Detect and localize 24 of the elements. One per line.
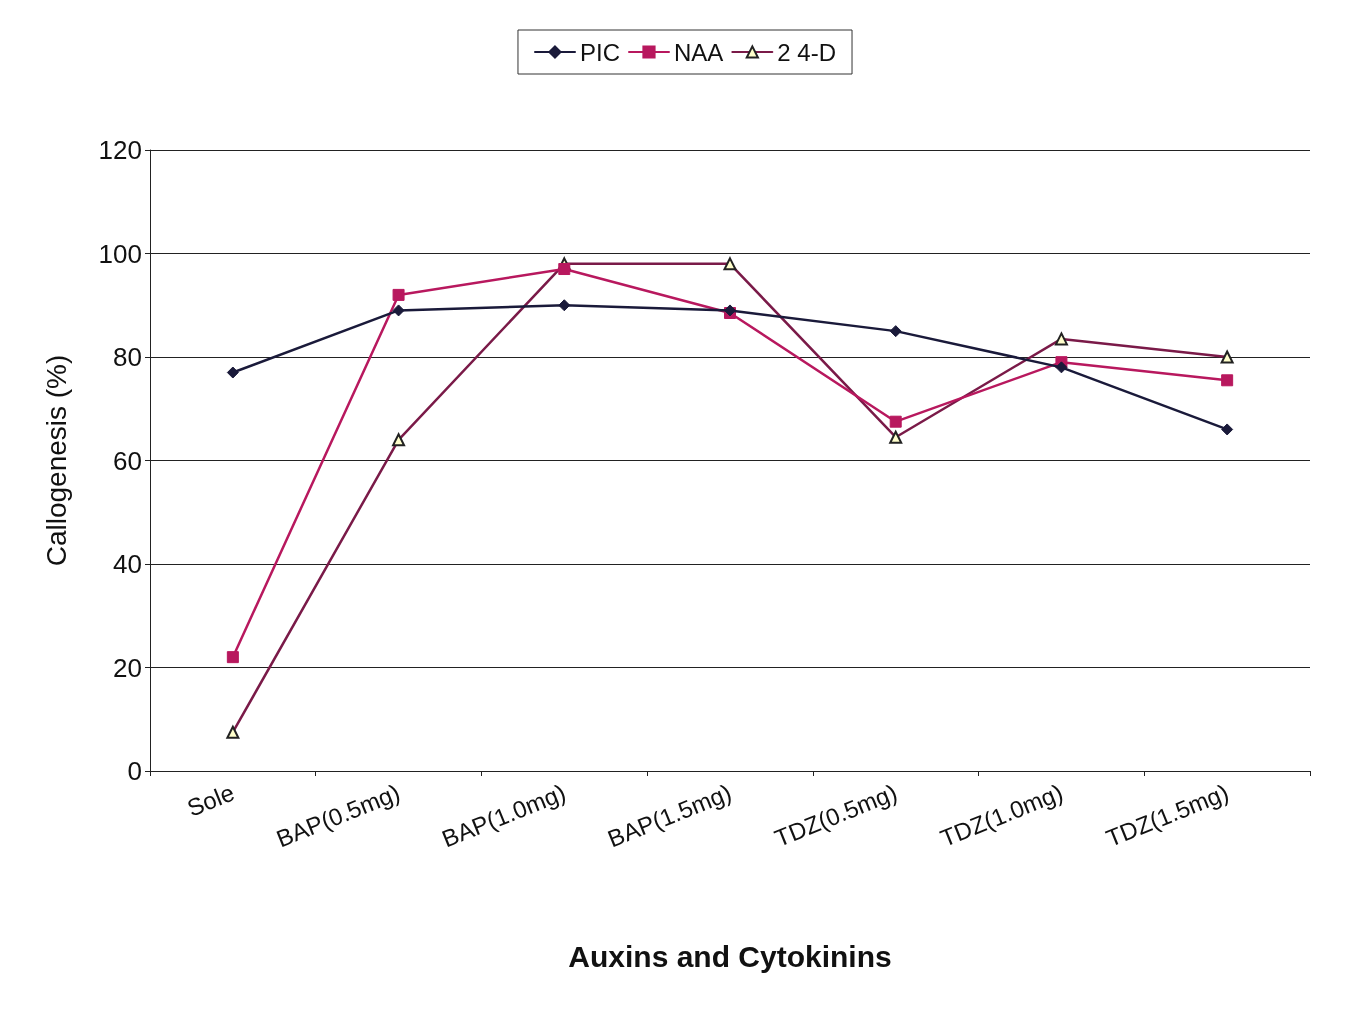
point [558, 299, 571, 312]
point [226, 366, 239, 379]
legend-label: PIC [579, 38, 620, 66]
y-tick-label: 120 [98, 135, 142, 165]
point [558, 263, 571, 276]
point [1221, 423, 1234, 436]
y-tick-label: 60 [113, 445, 142, 476]
x-axis-title: Auxins and Cytokinins [568, 939, 892, 973]
point [392, 304, 405, 317]
x-tick-label: Sole [183, 778, 238, 822]
point [226, 651, 239, 664]
legend-label: NAA [673, 38, 724, 66]
y-tick-label: 0 [127, 756, 142, 786]
y-tick-label: 80 [113, 342, 142, 372]
y-axis-title: Callogenesis (%) [40, 354, 72, 567]
point [1055, 361, 1068, 374]
point [889, 415, 902, 428]
point [392, 288, 405, 301]
y-tick-label: 20 [113, 652, 142, 683]
legend-label: 2 4-D [777, 38, 837, 66]
y-tick-label: 40 [113, 549, 142, 579]
point [889, 325, 902, 338]
y-tick-label: 100 [98, 238, 142, 269]
point [1221, 374, 1234, 387]
